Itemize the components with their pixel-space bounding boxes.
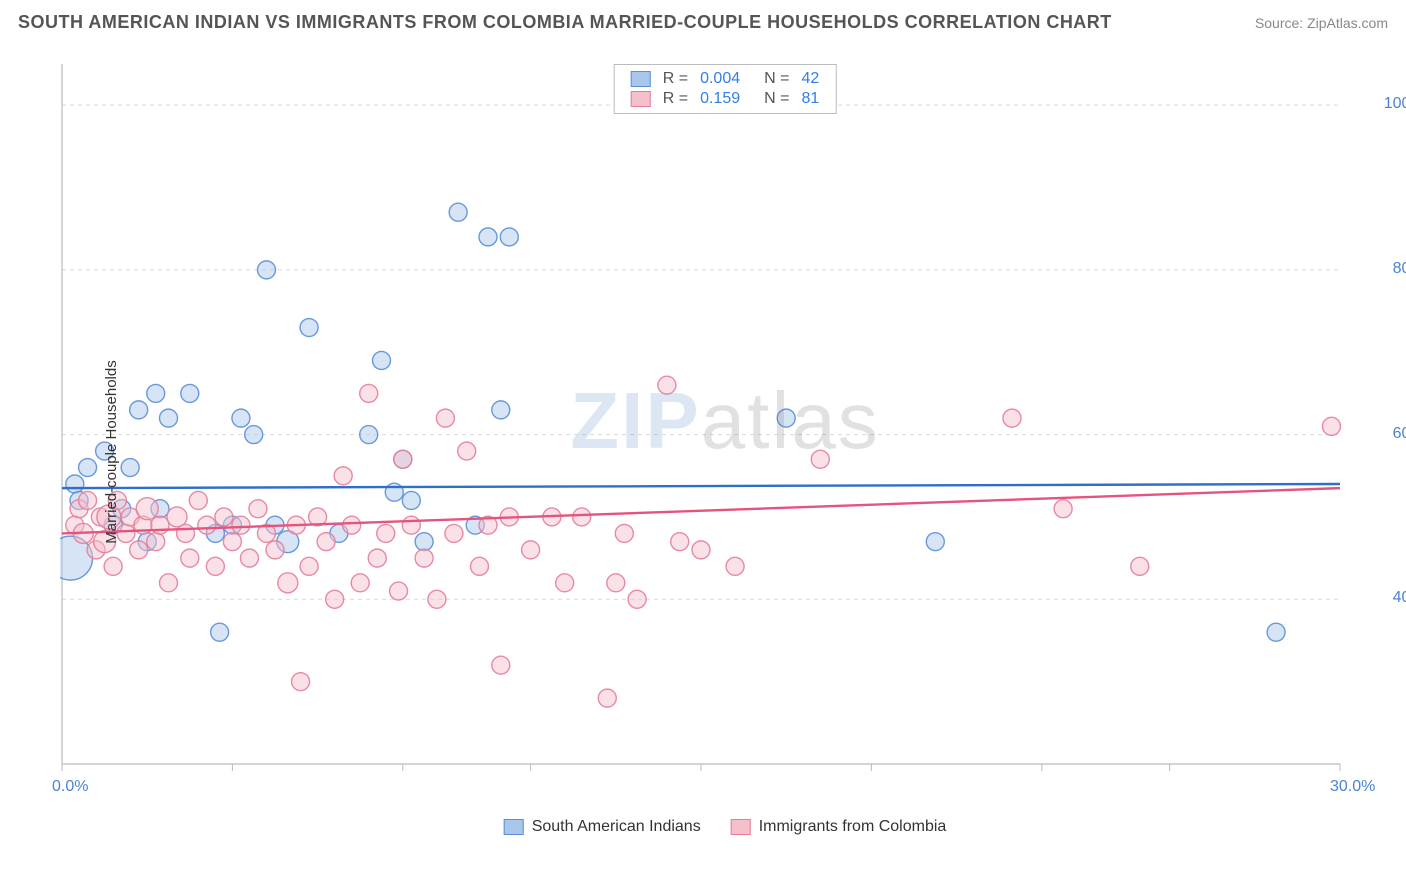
data-point [368, 549, 386, 567]
data-point [79, 491, 97, 509]
y-axis-tick-label: 100.0% [1384, 95, 1406, 113]
data-point [402, 491, 420, 509]
data-point [373, 351, 391, 369]
data-point [436, 409, 454, 427]
data-point [249, 500, 267, 518]
data-point [1322, 417, 1340, 435]
data-point [479, 228, 497, 246]
data-point [151, 516, 169, 534]
data-point [223, 533, 241, 551]
data-point [615, 524, 633, 542]
data-point [215, 508, 233, 526]
data-point [573, 508, 591, 526]
data-point [177, 524, 195, 542]
data-point [598, 689, 616, 707]
data-point [206, 557, 224, 575]
data-point [147, 384, 165, 402]
data-point [811, 450, 829, 468]
data-point [130, 401, 148, 419]
legend-row: R =0.159N =81 [625, 89, 826, 109]
data-point [726, 557, 744, 575]
y-axis-tick-label: 80.0% [1393, 260, 1406, 278]
data-point [130, 541, 148, 559]
y-axis-label: Married-couple Households [103, 360, 120, 543]
chart-title: SOUTH AMERICAN INDIAN VS IMMIGRANTS FROM… [18, 12, 1112, 33]
data-point [104, 557, 122, 575]
data-point [1131, 557, 1149, 575]
data-point [470, 557, 488, 575]
chart-container: Married-couple Households ZIPatlas R =0.… [60, 62, 1390, 842]
data-point [136, 498, 158, 520]
data-point [211, 623, 229, 641]
data-point [198, 516, 216, 534]
data-point [1267, 623, 1285, 641]
data-point [445, 524, 463, 542]
data-point [428, 590, 446, 608]
data-point [522, 541, 540, 559]
data-point [377, 524, 395, 542]
correlation-legend: R =0.004N =42R =0.159N =81 [614, 64, 837, 114]
data-point [1003, 409, 1021, 427]
data-point [394, 450, 412, 468]
data-point [79, 459, 97, 477]
data-point [317, 533, 335, 551]
y-axis-tick-label: 60.0% [1393, 425, 1406, 443]
data-point [160, 574, 178, 592]
data-point [160, 409, 178, 427]
legend-item: South American Indians [504, 818, 701, 836]
data-point [556, 574, 574, 592]
data-point [449, 203, 467, 221]
data-point [360, 384, 378, 402]
data-point [607, 574, 625, 592]
data-point [458, 442, 476, 460]
legend-item: Immigrants from Colombia [731, 818, 947, 836]
data-point [492, 401, 510, 419]
data-point [181, 549, 199, 567]
data-point [326, 590, 344, 608]
scatter-chart [60, 62, 1342, 792]
data-point [415, 533, 433, 551]
data-point [121, 459, 139, 477]
data-point [292, 673, 310, 691]
source-attribution: Source: ZipAtlas.com [1255, 15, 1388, 31]
data-point [232, 409, 250, 427]
data-point [500, 228, 518, 246]
data-point [300, 557, 318, 575]
trend-line [62, 484, 1340, 488]
data-point [66, 475, 84, 493]
data-point [415, 549, 433, 567]
data-point [147, 533, 165, 551]
x-axis-tick-label: 30.0% [1330, 778, 1375, 796]
data-point [181, 384, 199, 402]
data-point [492, 656, 510, 674]
data-point [257, 261, 275, 279]
data-point [266, 541, 284, 559]
data-point [777, 409, 795, 427]
data-point [245, 426, 263, 444]
data-point [658, 376, 676, 394]
data-point [232, 516, 250, 534]
data-point [692, 541, 710, 559]
data-point [343, 516, 361, 534]
data-point [300, 319, 318, 337]
x-axis-tick-label: 0.0% [52, 778, 88, 796]
data-point [351, 574, 369, 592]
series-legend: South American Indians Immigrants from Co… [504, 818, 947, 836]
data-point [671, 533, 689, 551]
data-point [1054, 500, 1072, 518]
data-point [926, 533, 944, 551]
data-point [360, 426, 378, 444]
legend-row: R =0.004N =42 [625, 69, 826, 89]
data-point [189, 491, 207, 509]
y-axis-tick-label: 40.0% [1393, 589, 1406, 607]
data-point [240, 549, 258, 567]
data-point [628, 590, 646, 608]
data-point [402, 516, 420, 534]
data-point [334, 467, 352, 485]
data-point [390, 582, 408, 600]
data-point [278, 573, 298, 593]
